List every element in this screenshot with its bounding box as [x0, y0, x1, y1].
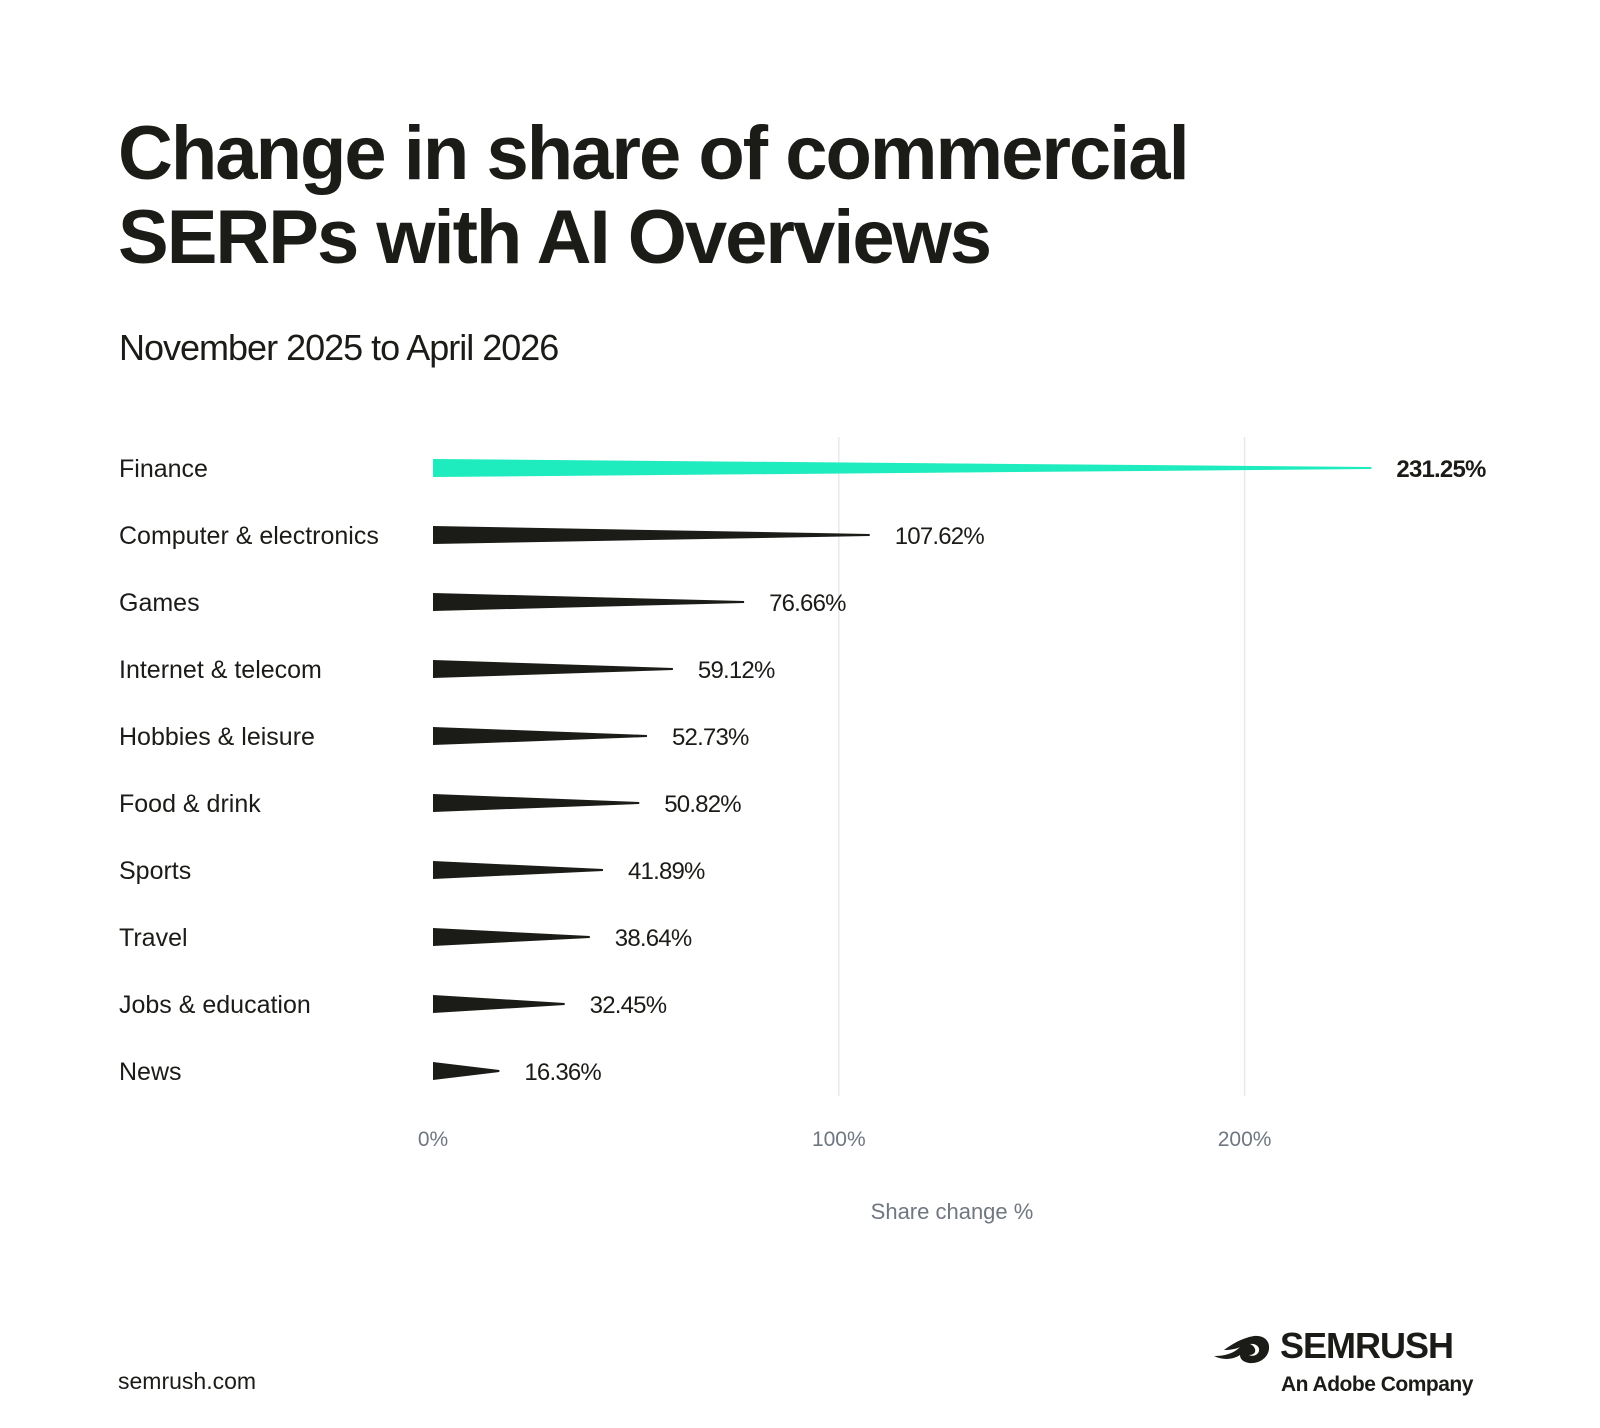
value-label: 41.89% [628, 858, 705, 885]
category-label: News [119, 1058, 182, 1086]
category-label: Travel [119, 924, 188, 952]
category-label: Finance [119, 455, 208, 483]
semrush-wordmark: SEMRUSH [1280, 1325, 1454, 1366]
category-label: Sports [119, 857, 191, 885]
x-axis-label: Share change % [871, 1199, 1034, 1224]
semrush-logo: SEMRUSH An Adobe Company [1212, 1325, 1492, 1403]
value-label: 52.73% [672, 724, 749, 751]
bar [433, 928, 590, 946]
semrush-tagline: An Adobe Company [1281, 1373, 1473, 1396]
value-label: 107.62% [895, 523, 985, 550]
value-label: 50.82% [664, 791, 741, 818]
x-tick-label: 100% [812, 1128, 866, 1151]
bar-highlighted [433, 459, 1372, 477]
bar [433, 593, 745, 611]
chart-title: Change in share of commercial SERPs with… [118, 111, 1190, 280]
value-label: 16.36% [524, 1059, 601, 1086]
value-label: 76.66% [769, 590, 846, 617]
bar [433, 794, 640, 812]
value-label: 32.45% [590, 992, 667, 1019]
x-tick-label: 200% [1218, 1128, 1272, 1151]
bar [433, 727, 647, 745]
chart-subtitle: November 2025 to April 2026 [119, 327, 559, 368]
bar [433, 660, 673, 678]
bar [433, 526, 870, 544]
category-label: Jobs & education [119, 991, 311, 1019]
bar [433, 1062, 500, 1080]
value-label: 38.64% [615, 925, 692, 952]
category-label: Hobbies & leisure [119, 723, 315, 751]
semrush-fireball-icon [1214, 1335, 1270, 1364]
bar [433, 861, 603, 879]
category-label: Games [119, 589, 200, 617]
footer-url: semrush.com [118, 1368, 257, 1394]
category-label: Food & drink [119, 790, 261, 818]
x-tick-label: 0% [418, 1128, 448, 1151]
category-label: Internet & telecom [119, 656, 322, 684]
bar [433, 995, 565, 1013]
value-label: 59.12% [698, 657, 775, 684]
value-label: 231.25% [1396, 456, 1486, 483]
category-label: Computer & electronics [119, 522, 379, 550]
